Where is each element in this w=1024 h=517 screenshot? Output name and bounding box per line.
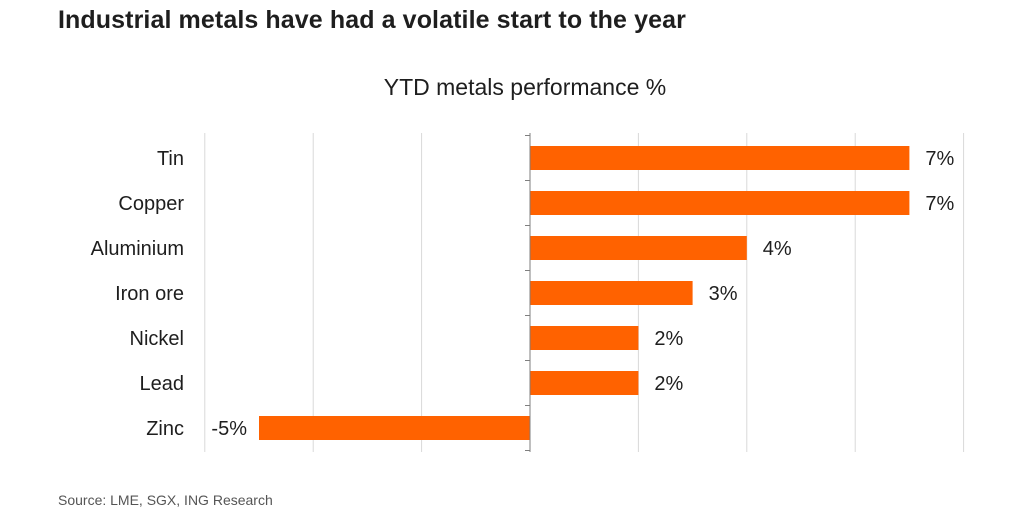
- category-label: Nickel: [130, 328, 184, 350]
- category-label: Tin: [157, 148, 184, 170]
- category-label: Iron ore: [115, 283, 184, 305]
- data-label: 7%: [925, 193, 954, 215]
- data-label: 3%: [709, 283, 738, 305]
- data-label: 4%: [763, 238, 792, 260]
- data-label: -5%: [211, 418, 247, 440]
- bar-aluminium: [530, 236, 747, 260]
- chart-title-text: YTD metals performance %: [383, 74, 667, 100]
- bar-zinc: [259, 416, 530, 440]
- category-label: Zinc: [146, 418, 184, 440]
- category-label: Aluminium: [91, 238, 184, 260]
- data-label: 2%: [654, 373, 683, 395]
- headline: Industrial metals have had a volatile st…: [58, 6, 686, 34]
- source-note: Source: LME, SGX, ING Research: [58, 492, 273, 508]
- category-label: Lead: [140, 373, 185, 395]
- data-label: 2%: [654, 328, 683, 350]
- gridlines: [204, 133, 965, 452]
- bars: [259, 146, 910, 440]
- data-label: 7%: [925, 148, 954, 170]
- bar-lead: [530, 371, 639, 395]
- chart-title: YTD metals performance %: [0, 74, 1024, 101]
- bar-nickel: [530, 326, 639, 350]
- bar-copper: [530, 191, 910, 215]
- category-labels: Tin Copper Aluminium Iron ore Nickel Lead Zinc: [91, 148, 185, 440]
- bar-iron-ore: [530, 281, 693, 305]
- data-labels: 7% 7% 4% 3% 2% 2% -5%: [211, 148, 954, 440]
- bar-tin: [530, 146, 910, 170]
- category-label: Copper: [118, 193, 184, 215]
- zero-axis: [525, 133, 531, 452]
